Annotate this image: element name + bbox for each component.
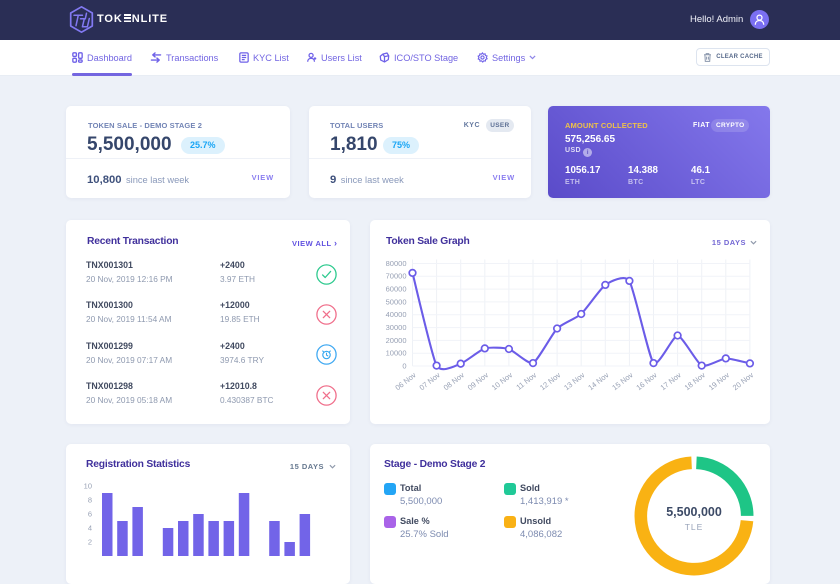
svg-text:07 Nov: 07 Nov [418,370,442,392]
svg-text:17 Nov: 17 Nov [659,370,683,392]
svg-text:8: 8 [88,496,92,505]
svg-text:11 Nov: 11 Nov [514,370,538,392]
svg-text:09 Nov: 09 Nov [466,370,490,392]
svg-text:20 Nov: 20 Nov [731,370,755,392]
svg-text:60000: 60000 [386,285,407,294]
svg-text:4: 4 [88,524,92,533]
svg-text:19 Nov: 19 Nov [707,370,731,392]
svg-text:40000: 40000 [386,310,407,319]
svg-text:15 Nov: 15 Nov [610,370,634,392]
svg-text:10000: 10000 [386,349,407,358]
svg-text:08 Nov: 08 Nov [442,370,466,392]
svg-text:14 Nov: 14 Nov [586,370,610,392]
svg-text:12 Nov: 12 Nov [538,370,562,392]
svg-text:18 Nov: 18 Nov [683,370,707,392]
svg-text:13 Nov: 13 Nov [562,370,586,392]
svg-text:16 Nov: 16 Nov [634,370,658,392]
svg-text:30000: 30000 [386,323,407,332]
svg-text:80000: 80000 [386,259,407,268]
svg-text:6: 6 [88,510,92,519]
svg-text:06 Nov: 06 Nov [393,370,417,392]
svg-text:70000: 70000 [386,272,407,281]
svg-text:0: 0 [402,361,406,370]
svg-text:2: 2 [88,538,92,547]
svg-text:10: 10 [84,482,92,491]
svg-text:10 Nov: 10 Nov [490,370,514,392]
svg-text:50000: 50000 [386,297,407,306]
svg-text:20000: 20000 [386,336,407,345]
